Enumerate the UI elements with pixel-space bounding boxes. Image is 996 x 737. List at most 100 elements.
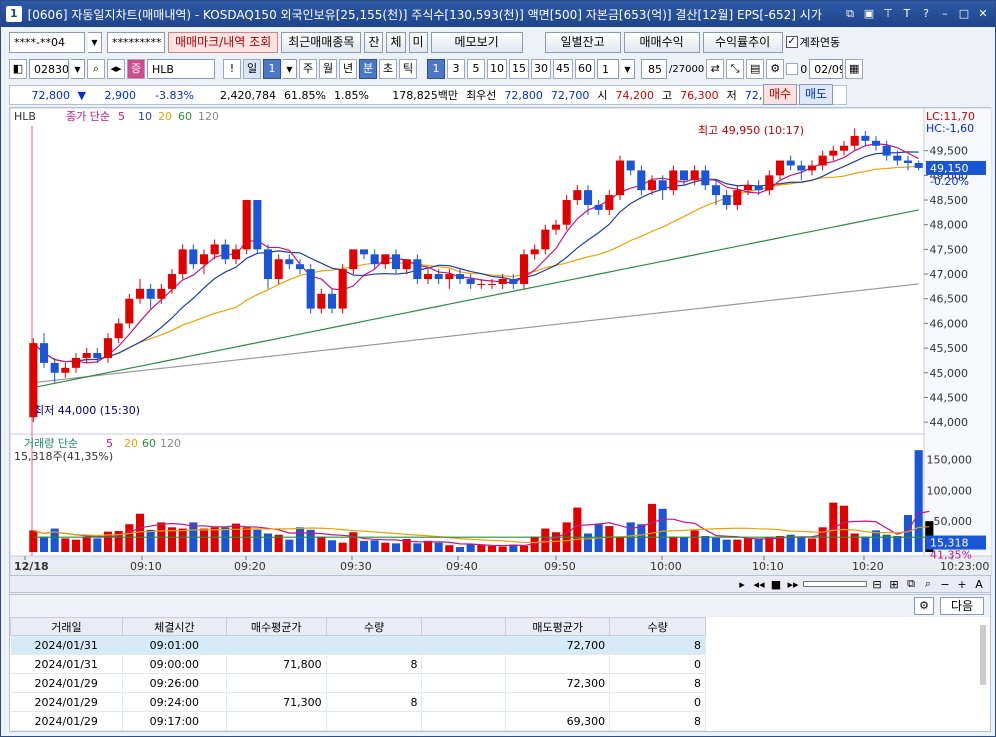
candle-chart-svg[interactable]: 49,50049,00048,50048,00047,50047,00046,5…	[9, 107, 993, 577]
stock-code-field[interactable]: 028300	[29, 59, 69, 79]
table-cell: 09:00:00	[122, 654, 227, 674]
speaker-icon[interactable]: ◂▸	[107, 59, 125, 79]
unexecuted-button[interactable]: 미	[408, 31, 428, 53]
rewind-icon[interactable]: ◂◂	[753, 577, 765, 591]
close-icon[interactable]: ✕	[978, 7, 988, 20]
period-month-button[interactable]: 월	[319, 59, 337, 79]
daily-balance-button[interactable]: 일별잔고	[544, 31, 621, 53]
column-header[interactable]	[421, 617, 507, 636]
save-icon[interactable]: ▤	[746, 59, 765, 79]
maximize-icon[interactable]: □	[958, 7, 970, 20]
trade-profit-button[interactable]: 매매수익	[623, 31, 700, 53]
plus-icon[interactable]: +	[957, 577, 967, 591]
text-icon[interactable]: A	[975, 577, 983, 591]
period-second-button[interactable]: 초	[379, 59, 397, 79]
magnifier-icon[interactable]: ⌕	[924, 577, 932, 590]
volume-bar	[71, 539, 81, 552]
period-minute-button[interactable]: 분	[359, 59, 377, 79]
period-day-button[interactable]: 일	[243, 59, 261, 79]
candle-body	[381, 254, 390, 265]
interval-45-button[interactable]: 45	[553, 59, 573, 79]
chart-area[interactable]: 49,500 49,000 48,500 48,000 47,500 47,000 46,5…	[9, 107, 993, 577]
checkbox-icon[interactable]: ✓	[785, 36, 798, 48]
interval-field[interactable]: 1	[597, 59, 619, 79]
account-field[interactable]: ****-**04	[9, 31, 85, 53]
table-cell: 72,300	[505, 673, 611, 693]
candle-body	[189, 249, 198, 265]
stop-icon[interactable]: ■	[770, 577, 782, 591]
window-title: [0606] 자동일지차트(매매내역) - KOSDAQ150 외국인보유[25…	[27, 7, 822, 22]
period-num-field[interactable]: 1	[263, 59, 281, 79]
interval-1-button[interactable]: 1	[427, 59, 445, 79]
scroll-left-icon[interactable]: ▸	[739, 577, 745, 591]
column-header[interactable]: 거래일	[10, 617, 123, 636]
interval-60-button[interactable]: 60	[575, 59, 595, 79]
column-header[interactable]: 매도평균가	[505, 617, 611, 636]
column-header[interactable]: 매수평균가	[225, 617, 327, 636]
x-tick-label: 10:00	[650, 560, 682, 573]
help-icon[interactable]: ?	[923, 7, 929, 20]
sell-button[interactable]: 매도	[799, 84, 833, 105]
period-week-button[interactable]: 주	[299, 59, 317, 79]
yield-trend-button[interactable]: 수익률추이	[702, 31, 783, 53]
interval-15-button[interactable]: 15	[509, 59, 529, 79]
count-field[interactable]: 85	[641, 59, 667, 79]
period-year-button[interactable]: 년	[339, 59, 357, 79]
period-dropdown-icon[interactable]: ▼	[283, 59, 297, 79]
forward-icon[interactable]: ▸▸	[787, 577, 799, 591]
search-icon[interactable]: ⌕	[87, 59, 105, 79]
tool-icon-b[interactable]: ⤡	[726, 59, 745, 79]
gear-icon[interactable]: ⚙	[766, 59, 785, 79]
pin-icon[interactable]: ⊤	[883, 7, 893, 20]
interval-30-button[interactable]: 30	[531, 59, 551, 79]
account-toolbar: ****-**04 ▼ ********* 매매마크/내역 조회 최근매매종목 …	[1, 29, 995, 55]
candle-body	[658, 180, 667, 191]
interval-3-button[interactable]: 3	[447, 59, 465, 79]
memo-button[interactable]: 메모보기	[430, 31, 523, 53]
interval-10-button[interactable]: 10	[487, 59, 507, 79]
interval-5-button[interactable]: 5	[467, 59, 485, 79]
next-button[interactable]: 다음	[940, 597, 984, 615]
volume-bar	[93, 538, 102, 552]
link-icon[interactable]: ⧉	[846, 7, 854, 20]
balance-button[interactable]: 잔	[364, 31, 384, 53]
interval-dropdown-icon[interactable]: ▼	[621, 59, 635, 79]
recent-trades-button[interactable]: 최근매매종목	[281, 31, 362, 53]
font-icon[interactable]: T	[903, 7, 911, 20]
zoom-slider[interactable]	[803, 581, 867, 587]
volume-bar	[327, 540, 337, 552]
settings-gear-icon[interactable]: ⚙	[914, 597, 934, 615]
table-row[interactable]: 2024/01/31 09:00:00 71,800 8 0	[10, 654, 706, 674]
account-link-checkbox[interactable]: ✓ 계좌연동	[785, 34, 840, 50]
period-tick-button[interactable]: 틱	[399, 59, 417, 79]
alert-icon[interactable]: !	[223, 59, 241, 79]
buy-button[interactable]: 매수	[763, 84, 797, 105]
trade-mark-button[interactable]: 매매마크/내역 조회	[168, 31, 279, 53]
account-dropdown-icon[interactable]: ▼	[88, 31, 102, 53]
scrollbar[interactable]	[980, 625, 986, 685]
table-row[interactable]: 2024/01/29 09:17:00 69,300 8	[10, 711, 706, 731]
window-icon[interactable]: ▣	[863, 7, 875, 20]
table-row[interactable]: 2024/01/31 09:01:00 72,700 8	[10, 635, 706, 655]
column-header[interactable]: 수량	[325, 617, 423, 636]
date-field[interactable]: 02/09	[809, 59, 844, 79]
code-dropdown-icon[interactable]: ▼	[71, 59, 85, 79]
zoom-fit-icon[interactable]: ⊞	[889, 577, 899, 591]
column-header[interactable]: 수량	[609, 617, 706, 636]
minimize-icon[interactable]: –	[942, 7, 948, 20]
layout-icon[interactable]: ◧	[9, 59, 27, 79]
calendar-icon[interactable]: ▦	[845, 59, 864, 79]
table-row[interactable]: 2024/01/29 09:26:00 72,300 8	[10, 673, 706, 693]
minus-icon[interactable]: −	[940, 577, 950, 591]
zoom-all-icon[interactable]: ⧉	[907, 577, 915, 590]
tool-icon-a[interactable]: ⇄	[706, 59, 725, 79]
candle-body	[562, 200, 571, 225]
column-header[interactable]: 체결시간	[121, 617, 227, 636]
candle-body	[775, 160, 785, 176]
password-field[interactable]: *********	[107, 31, 165, 53]
executed-button[interactable]: 체	[386, 31, 406, 53]
zoom-out-icon[interactable]: ⊟	[872, 577, 882, 591]
zero-checkbox[interactable]	[786, 63, 799, 75]
table-row[interactable]: 2024/01/29 09:24:00 71,300 8 0	[10, 692, 706, 712]
